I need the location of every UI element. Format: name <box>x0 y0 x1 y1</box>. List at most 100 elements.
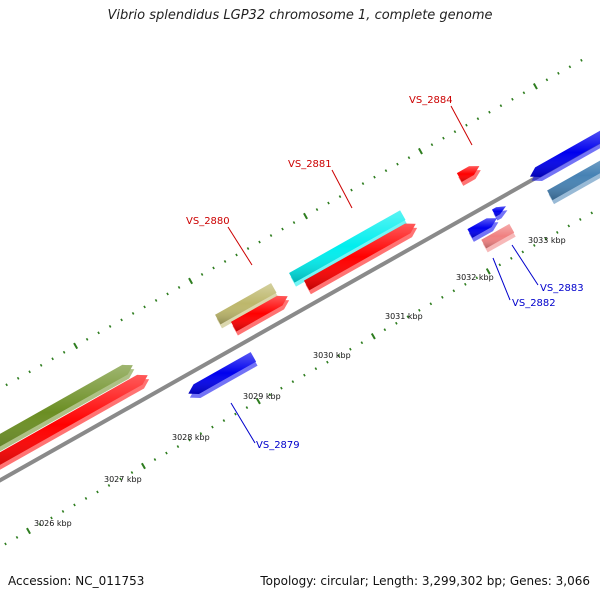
outer-track-tick <box>200 273 204 276</box>
outer-track-tick <box>580 58 583 62</box>
gene-shading <box>530 130 600 177</box>
outer-track-tick <box>568 65 572 69</box>
inner-track-tick <box>268 393 272 397</box>
inner-track-tick <box>199 432 203 436</box>
outer-track-tick <box>39 363 43 367</box>
tick-label: 3026 kbp <box>34 519 72 528</box>
inner-track-tick <box>245 406 249 410</box>
outer-track-tick <box>488 110 491 114</box>
inner-track-tick <box>475 276 479 280</box>
gene-label: VS_2884 <box>409 95 453 106</box>
inner-track-tick <box>234 412 237 416</box>
outer-track-tick <box>384 169 388 173</box>
inner-track-tick <box>395 321 398 325</box>
gene-feature <box>481 223 516 253</box>
outer-track-tick <box>258 240 261 244</box>
gene-features <box>0 130 600 470</box>
map-title: Vibrio splendidus LGP32 chromosome 1, co… <box>107 8 493 23</box>
outer-track-tick <box>166 292 169 296</box>
inner-track-tick <box>521 250 525 254</box>
outer-track-tick <box>235 253 238 257</box>
inner-track-tick <box>555 230 559 234</box>
outer-track-tick <box>5 383 8 387</box>
inner-track-tick <box>165 451 168 455</box>
outer-track-tick <box>350 188 353 192</box>
accession-text: Accession: NC_011753 <box>8 574 145 588</box>
outer-tick-track <box>5 58 583 387</box>
inner-track-tick <box>418 308 421 312</box>
gene-shading <box>215 283 277 325</box>
outer-track-tick <box>212 266 215 270</box>
outer-track-tick <box>28 370 31 374</box>
inner-tick-track <box>4 211 594 546</box>
outer-track-tick <box>430 143 434 147</box>
label-leader-line <box>511 244 539 286</box>
inner-track-tick <box>533 243 536 247</box>
inner-track-tick <box>383 328 387 332</box>
outer-track-tick <box>453 130 457 134</box>
outer-track-tick <box>120 318 123 322</box>
gene-feature <box>0 374 150 470</box>
inner-track-tick <box>280 386 283 390</box>
gene-shading <box>0 374 148 465</box>
gene-feature <box>215 283 278 329</box>
gene-shading <box>547 160 600 201</box>
outer-track-tick <box>16 376 20 380</box>
gene-label: VS_2882 <box>512 298 556 309</box>
gene-label: VS_2880 <box>186 216 230 227</box>
label-leader-lines <box>227 105 539 444</box>
outer-track-tick <box>143 305 146 309</box>
label-leader-line <box>230 402 256 444</box>
outer-track-tick <box>154 298 158 302</box>
outer-track-tick <box>108 324 112 328</box>
outer-track-tick <box>557 71 560 75</box>
outer-track-tick <box>545 78 549 82</box>
gene-shading <box>0 364 133 447</box>
outer-track-tick <box>303 212 308 220</box>
inner-track-tick <box>73 503 76 507</box>
topology-text: Topology: circular; Length: 3,299,302 bp… <box>260 574 590 588</box>
outer-track-tick <box>532 83 538 90</box>
outer-track-tick <box>51 357 54 361</box>
tick-labels: 3026 kbp 3027 kbp 3028 kbp 3029 kbp 3030 kbp… <box>34 236 566 528</box>
label-leader-line <box>492 257 511 301</box>
label-leader-line <box>227 226 253 266</box>
inner-track-tick <box>314 367 318 371</box>
inner-track-tick <box>498 263 502 267</box>
tick-label: 3027 kbp <box>104 475 142 484</box>
chromosome-backbone <box>0 139 600 483</box>
gene-feature <box>188 352 258 398</box>
tick-label: 3029 kbp <box>243 392 281 401</box>
inner-track-tick <box>567 224 571 228</box>
inner-track-tick <box>544 237 548 241</box>
gene-label: VS_2879 <box>256 440 300 451</box>
inner-track-tick <box>38 522 42 526</box>
inner-track-tick <box>303 373 306 377</box>
outer-track-tick <box>442 136 445 140</box>
outer-track-tick <box>269 234 273 237</box>
gene-feature <box>303 223 418 295</box>
inner-track-tick <box>4 542 7 546</box>
outer-track-tick <box>499 104 503 108</box>
inner-track-tick <box>406 315 410 319</box>
outer-track-tick <box>223 260 227 263</box>
inner-track-tick <box>153 458 157 461</box>
gene-label: VS_2883 <box>540 283 584 294</box>
inner-track-tick <box>50 516 53 520</box>
gene-labels: VS_2879 VS_2880 VS_2881 VS_2882 VS_2883 VS_28… <box>186 95 584 451</box>
outer-track-tick <box>281 227 284 231</box>
outer-track-tick <box>292 221 296 224</box>
outer-track-tick <box>62 350 66 354</box>
gene-label: VS_2881 <box>288 159 332 170</box>
outer-track-tick <box>131 311 135 315</box>
inner-track-tick <box>360 341 364 345</box>
label-leader-line <box>450 105 473 146</box>
gene-feature <box>230 295 290 336</box>
outer-track-tick <box>327 201 330 205</box>
gene-shading <box>289 210 406 283</box>
outer-track-tick <box>418 147 423 155</box>
inner-track-tick <box>485 268 491 275</box>
inner-track-tick <box>26 527 31 535</box>
outer-track-tick <box>511 97 514 101</box>
